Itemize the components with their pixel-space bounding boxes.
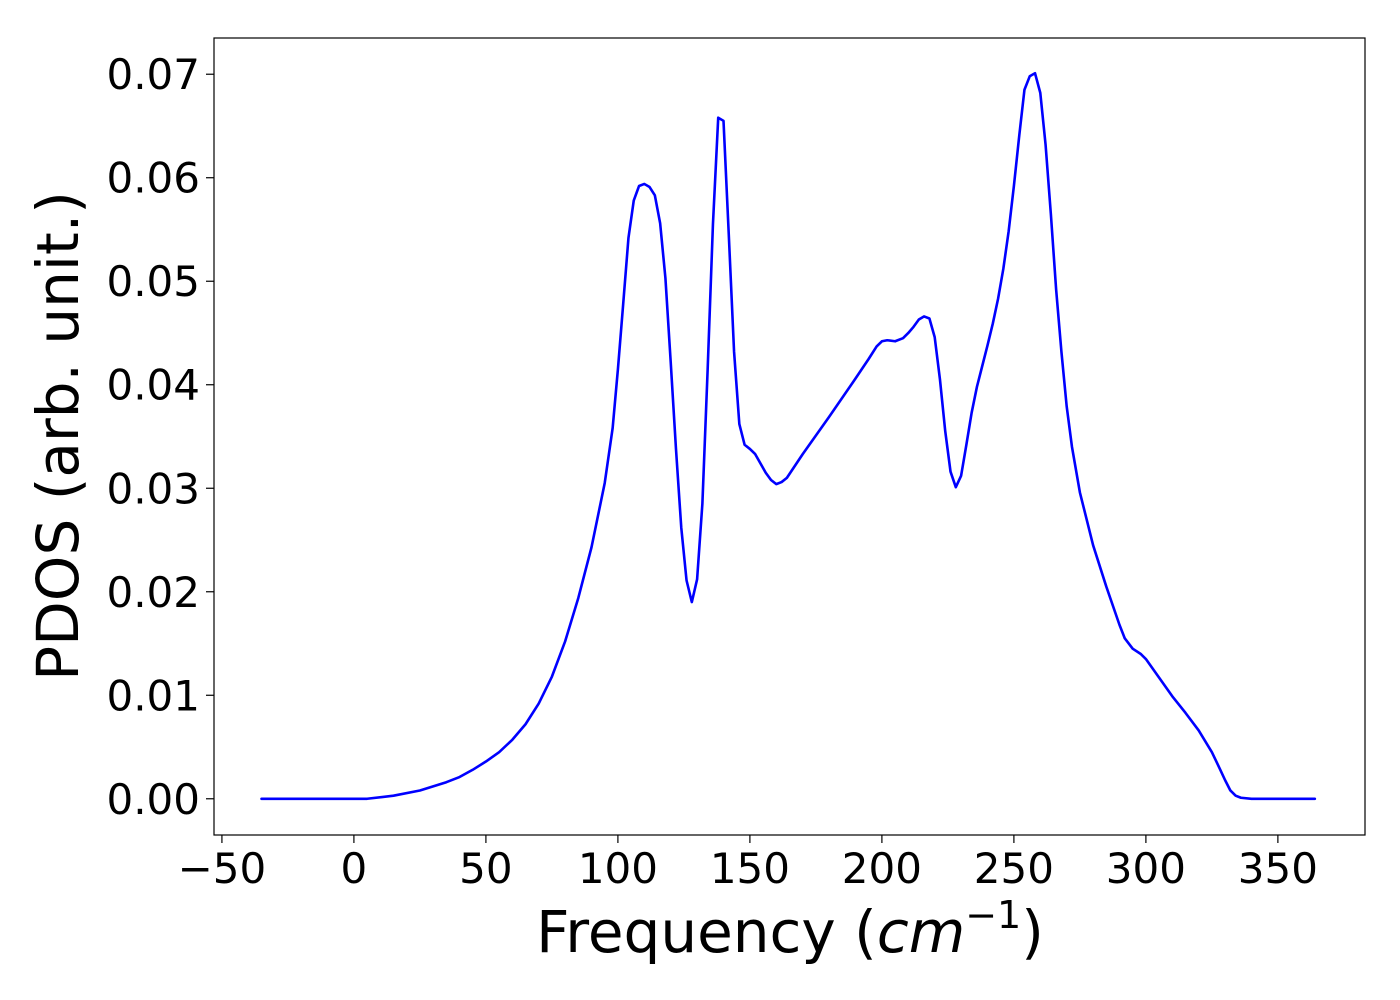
y-tick-label: 0.01 (106, 671, 200, 720)
series-line-0 (260, 71, 1317, 801)
x-axis-label: Frequency (cm−1) (536, 893, 1044, 966)
y-tick-label: 0.03 (106, 464, 200, 513)
x-tick-label: 200 (842, 844, 922, 893)
x-tick-label: −50 (178, 844, 267, 893)
y-tick-label: 0.02 (106, 568, 200, 617)
y-tick-label: 0.04 (106, 361, 200, 410)
y-tick-label: 0.07 (106, 50, 200, 99)
series-layer (260, 71, 1317, 801)
x-axis-label-close: ) (1021, 898, 1044, 966)
x-axis-label-exponent: −1 (965, 893, 1021, 937)
y-tick-label: 0.00 (106, 775, 200, 824)
x-axis-label-main: Frequency ( (536, 898, 877, 966)
x-tick-label: 0 (341, 844, 368, 893)
y-axis-ticks: 0.00 0.01 0.02 0.03 0.04 0.05 0.06 0.07 (106, 50, 214, 824)
plot-frame (213, 37, 1366, 836)
x-tick-label: 50 (459, 844, 512, 893)
y-axis-label: PDOS (arb. unit.) (24, 191, 92, 681)
x-tick-label: 350 (1238, 844, 1318, 893)
x-tick-label: 250 (974, 844, 1054, 893)
x-axis-label-unit: cm (877, 898, 965, 966)
x-tick-label: 300 (1106, 844, 1186, 893)
y-tick-label: 0.05 (106, 257, 200, 306)
x-tick-label: 150 (710, 844, 790, 893)
x-tick-label: 100 (578, 844, 658, 893)
x-axis-ticks: −50 0 50 100 150 200 250 300 350 (178, 835, 1318, 893)
y-tick-label: 0.06 (106, 154, 200, 203)
